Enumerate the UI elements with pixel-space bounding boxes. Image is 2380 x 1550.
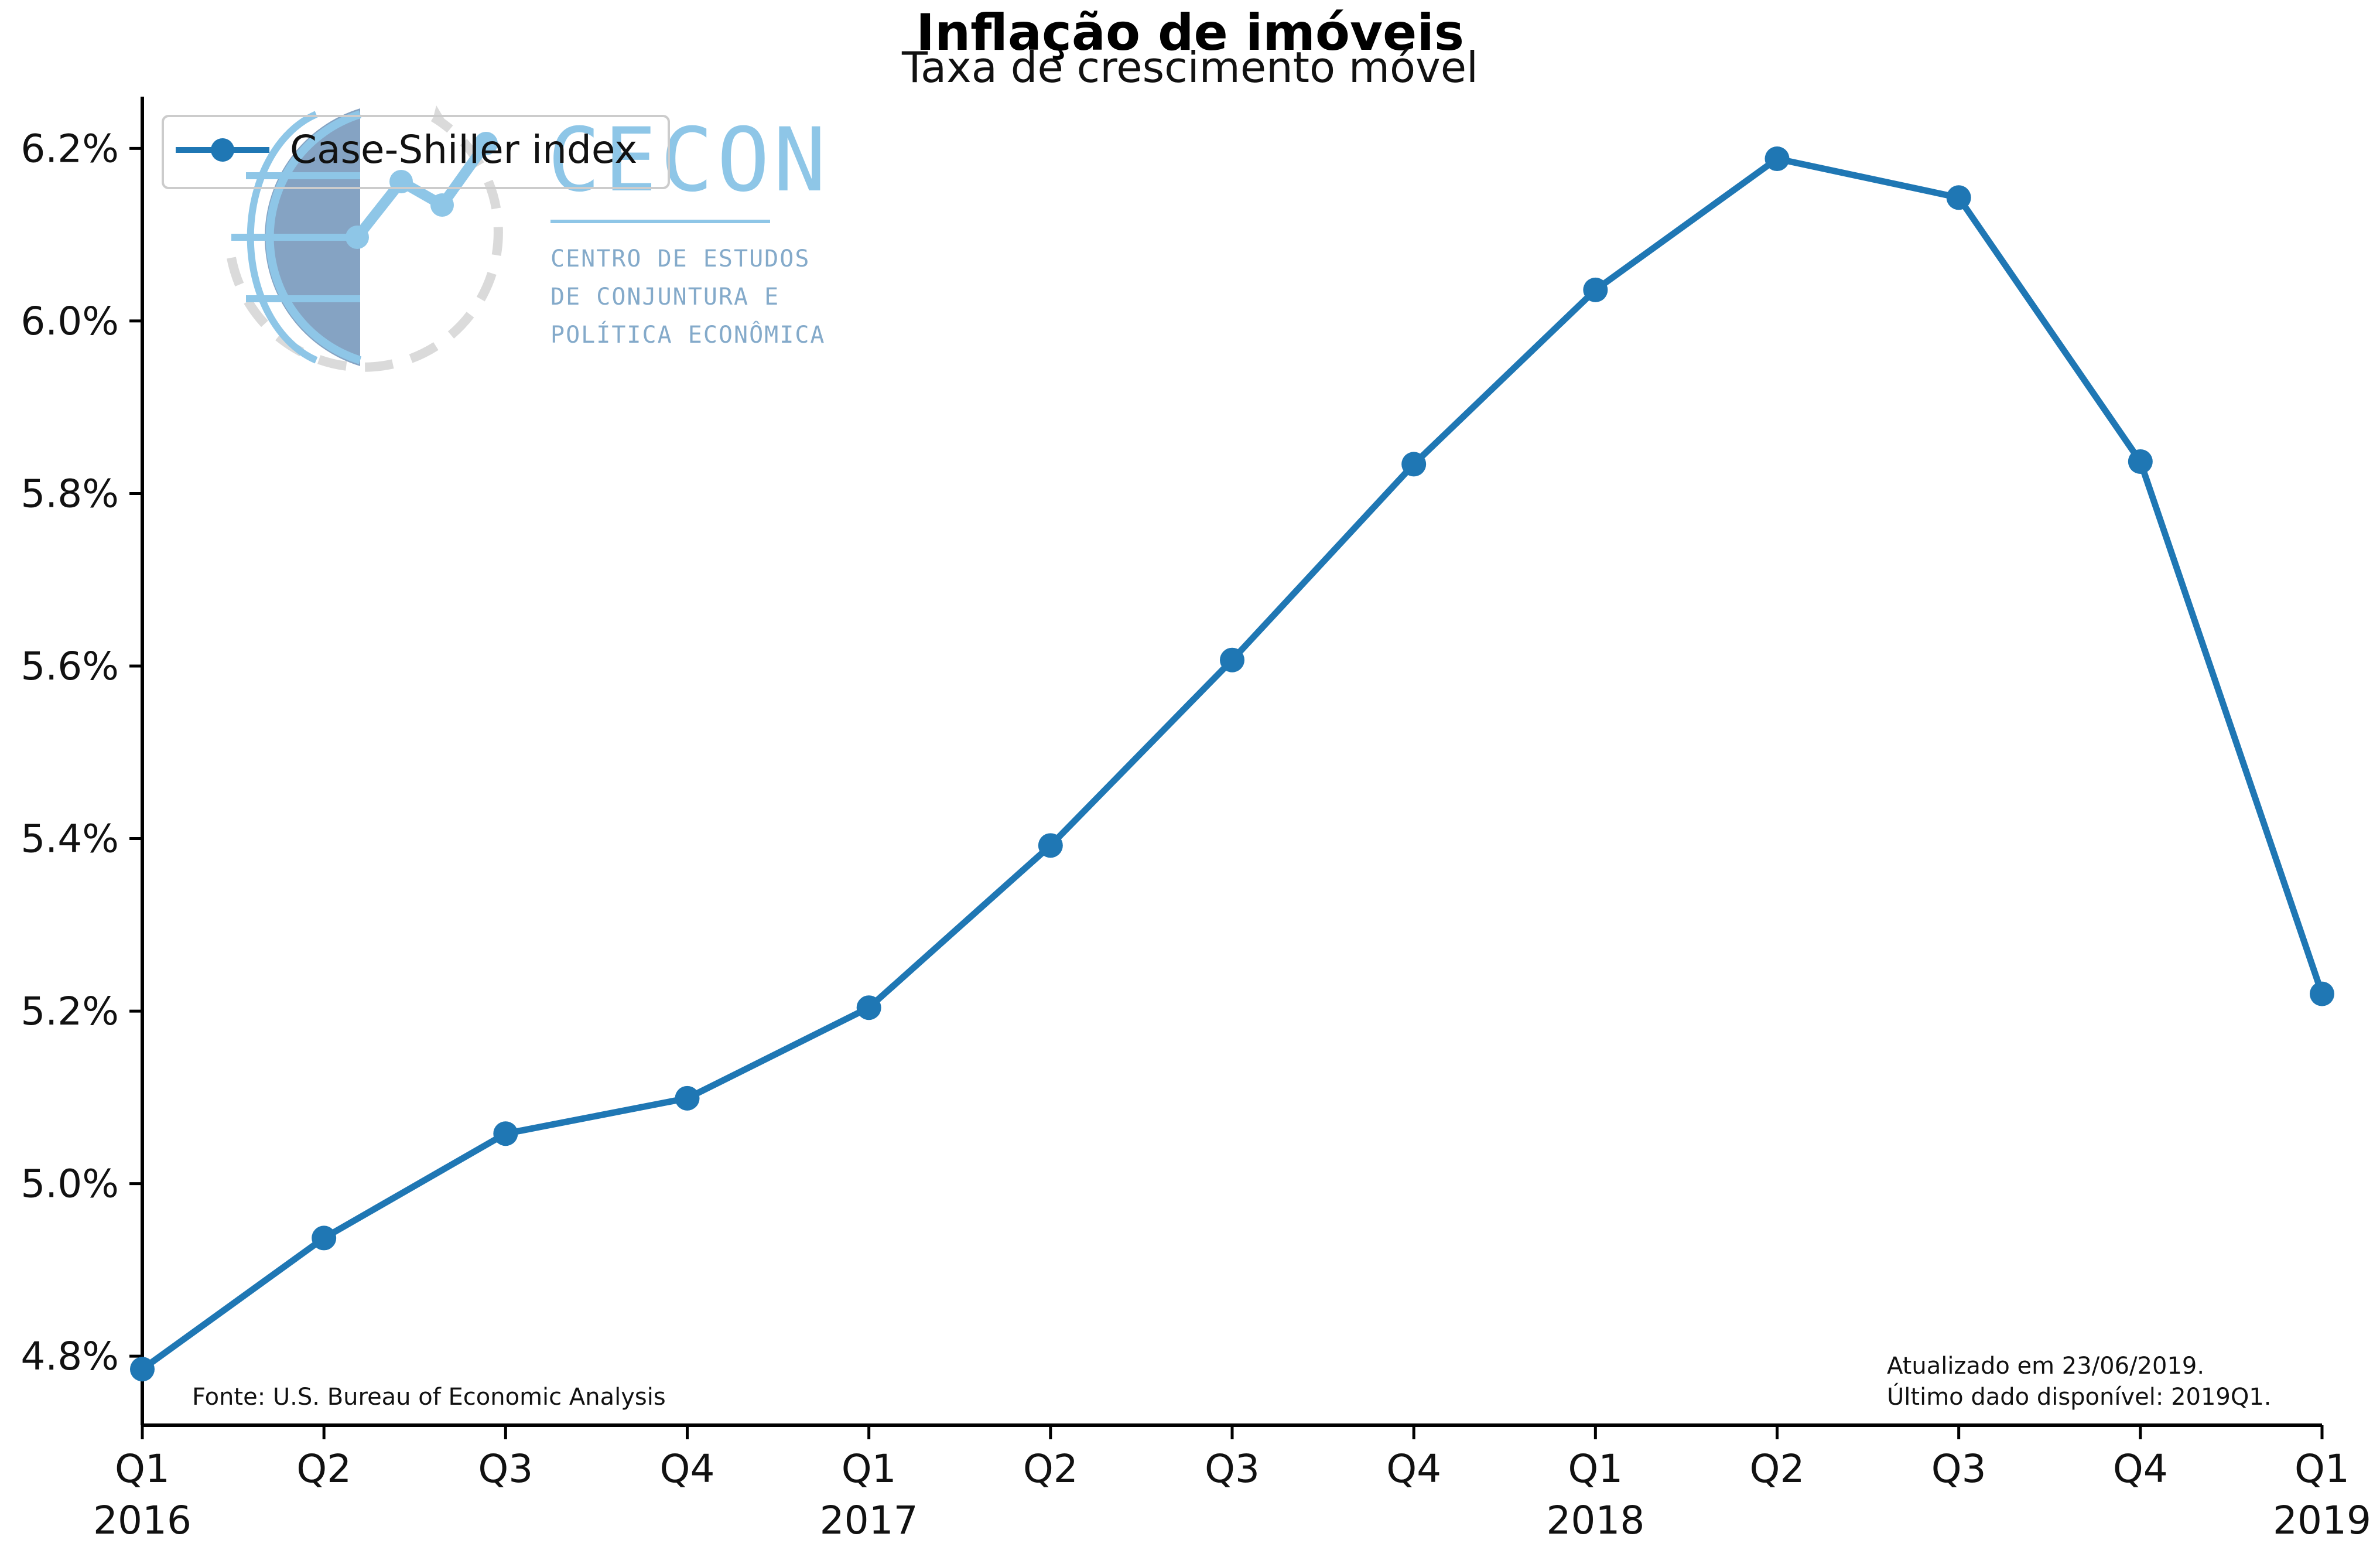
x-tick-label: Q4 xyxy=(2113,1446,2168,1491)
data-point xyxy=(1583,277,1608,302)
x-tick-year-label: 2018 xyxy=(1546,1498,1644,1543)
data-point xyxy=(312,1225,337,1251)
x-tick-label: Q2 xyxy=(1750,1446,1805,1491)
x-tick-label: Q2 xyxy=(1023,1446,1078,1491)
y-tick-label: 6.0% xyxy=(20,299,119,344)
x-tick-label: Q3 xyxy=(1205,1446,1260,1491)
y-tick-label: 5.0% xyxy=(20,1162,119,1207)
updated-note: Atualizado em 23/06/2019. xyxy=(1887,1353,2204,1380)
data-point xyxy=(856,995,881,1020)
x-tick-label: Q4 xyxy=(1386,1446,1441,1491)
y-tick-label: 6.2% xyxy=(20,126,119,171)
chart-title: Inflação de imóveis xyxy=(916,4,1464,62)
data-point xyxy=(1401,452,1427,477)
x-tick-label: Q1 xyxy=(2294,1446,2350,1491)
logo-line-2: DE CONJUNTURA E xyxy=(550,284,779,310)
y-tick-label: 4.8% xyxy=(20,1334,119,1379)
y-tick-label: 5.6% xyxy=(20,644,119,689)
legend-marker xyxy=(211,138,234,162)
logo-line-1: CENTRO DE ESTUDOS xyxy=(550,245,810,272)
y-tick-label: 5.2% xyxy=(20,989,119,1034)
data-point xyxy=(1765,146,1790,172)
data-point xyxy=(2128,449,2153,474)
logo-line-3: POLÍTICA ECONÔMICA xyxy=(550,320,825,349)
y-tick-label: 5.8% xyxy=(20,471,119,516)
x-tick-label: Q1 xyxy=(115,1446,170,1491)
x-tick-label: Q2 xyxy=(296,1446,351,1491)
y-tick-label: 5.4% xyxy=(20,817,119,862)
source-note: Fonte: U.S. Bureau of Economic Analysis xyxy=(192,1384,666,1411)
legend-label: Case-Shiller index xyxy=(290,127,637,172)
cecon-logo: CECON CENTRO DE ESTUDOS DE CONJUNTURA E … xyxy=(227,105,830,372)
x-tick-year-label: 2017 xyxy=(820,1498,918,1543)
data-point xyxy=(1038,833,1063,858)
series-group xyxy=(130,146,2334,1382)
x-tick-year-label: 2019 xyxy=(2273,1498,2371,1543)
x-tick-label: Q1 xyxy=(1568,1446,1623,1491)
series-line xyxy=(140,155,2326,1372)
data-point xyxy=(130,1357,155,1382)
legend-box xyxy=(162,115,670,189)
x-tick-year-label: 2016 xyxy=(93,1498,192,1543)
last-data-note: Último dado disponível: 2019Q1. xyxy=(1887,1382,2272,1411)
chart-subtitle: Taxa de crescimento móvel xyxy=(901,43,1478,92)
data-point xyxy=(1220,647,1244,672)
legend: Case-Shiller index xyxy=(162,115,670,189)
x-tick-label: Q3 xyxy=(1931,1446,1986,1491)
x-tick-label: Q1 xyxy=(842,1446,897,1491)
x-ticks: Q1 2016 Q2 Q3 Q4 Q1 2017 Q2 Q3 Q4 Q1 2018 Q2 Q3 Q4 Q1 20… xyxy=(93,1425,2371,1543)
data-point xyxy=(2310,981,2334,1006)
data-point xyxy=(675,1085,700,1111)
logo-name: CECON xyxy=(548,110,830,211)
x-tick-label: Q3 xyxy=(478,1446,533,1491)
data-point xyxy=(1946,185,1971,210)
y-ticks: 4.8% 5.0% 5.2% 5.4% 5.6% 5.8% 6.0% 6.2% xyxy=(20,126,142,1379)
data-point xyxy=(493,1121,518,1146)
x-tick-label: Q4 xyxy=(660,1446,715,1491)
